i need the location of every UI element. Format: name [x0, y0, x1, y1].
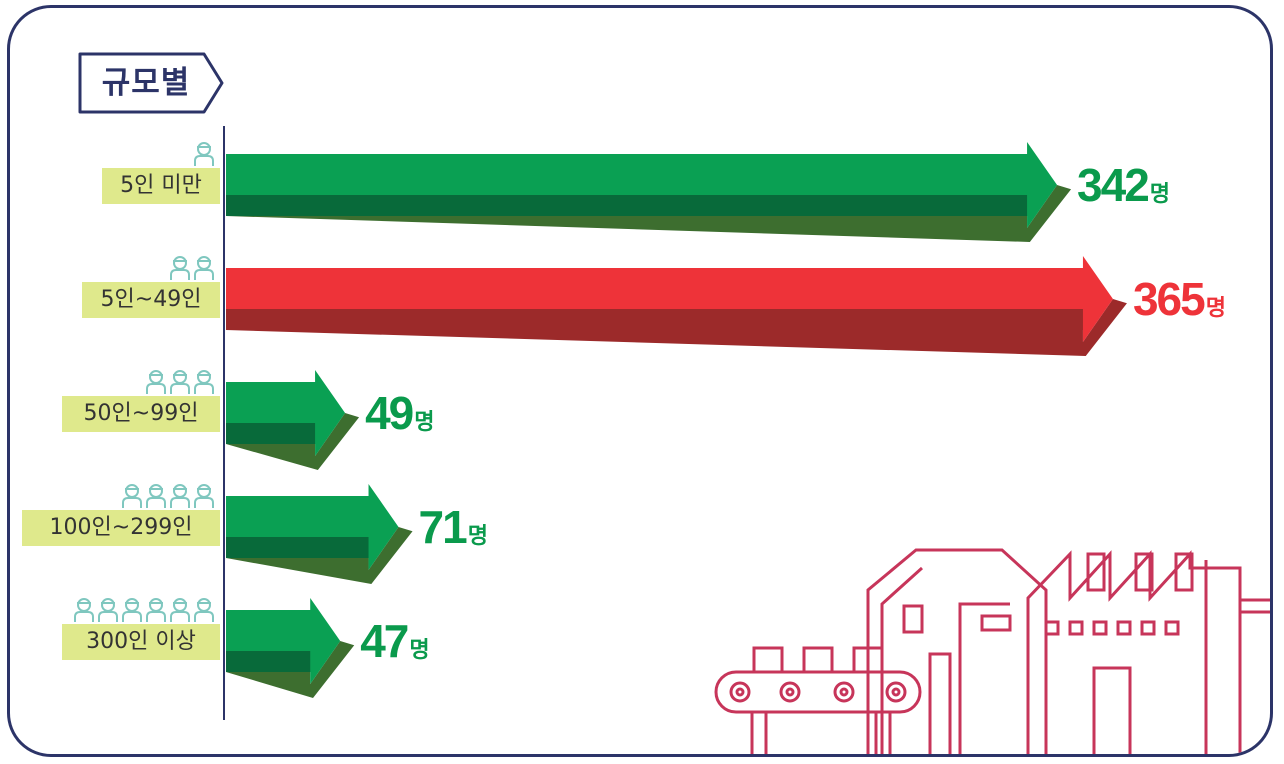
conveyor-roller-hub	[785, 687, 795, 697]
value-label: 342명	[1077, 158, 1170, 212]
bar-lower-band	[226, 651, 311, 672]
value-label: 365명	[1133, 272, 1226, 326]
factory-building-right	[1026, 550, 1242, 754]
category-label: 300인 이상	[62, 624, 220, 660]
value-unit: 명	[409, 637, 430, 662]
factory-window	[1044, 620, 1060, 636]
bar-lower-band	[226, 195, 1028, 216]
conveyor-roller-hub	[735, 687, 745, 697]
section-title-tab: 규모별	[76, 50, 231, 116]
person-icon	[98, 598, 118, 622]
category-label: 100인~299인	[22, 510, 220, 546]
value-unit: 명	[414, 409, 435, 434]
factory-door-post	[928, 652, 952, 754]
person-icon	[170, 370, 190, 394]
value-label: 71명	[419, 500, 488, 554]
bar-shadow	[226, 641, 355, 698]
conveyor-box	[802, 646, 834, 674]
factory-door	[1092, 666, 1132, 754]
bar-chart	[74, 126, 1270, 754]
factory-window	[1092, 620, 1108, 636]
factory-illustration	[714, 548, 1270, 754]
factory-window	[1068, 620, 1084, 636]
bar-shadow	[226, 413, 360, 470]
bar-arrow	[226, 598, 355, 698]
bar-arrow	[226, 370, 360, 470]
value-number: 365	[1132, 273, 1206, 325]
value-number: 342	[1077, 159, 1150, 211]
factory-building-wall	[958, 602, 1010, 754]
person-icon	[74, 598, 94, 622]
bar-lower-band	[226, 309, 1083, 330]
conveyor-roller-icon	[885, 681, 907, 703]
section-title: 규모별	[101, 65, 191, 101]
bar-arrow	[226, 142, 1072, 242]
bar-shadow	[226, 299, 1127, 356]
person-icon	[170, 256, 190, 280]
factory-chimney	[1134, 552, 1154, 592]
value-label: 47명	[360, 614, 429, 668]
person-icon	[194, 142, 214, 166]
bar-arrow	[226, 484, 413, 584]
conveyor-roller-hub	[839, 687, 849, 697]
conveyor-box	[752, 646, 784, 674]
bar-arrow	[226, 256, 1127, 356]
factory-chimney	[1086, 552, 1106, 592]
value-unit: 명	[467, 523, 488, 548]
category-label: 5인 미만	[102, 168, 220, 204]
infographic-frame: 규모별	[7, 5, 1273, 757]
factory-pipe	[1240, 598, 1270, 614]
value-unit: 명	[1149, 181, 1171, 206]
category-label: 5인~49인	[82, 282, 220, 318]
value-number: 47	[360, 615, 409, 667]
category-label: 50인~99인	[62, 396, 220, 432]
person-icon	[194, 256, 214, 280]
conveyor-belt	[714, 670, 922, 714]
bar-shadow	[226, 185, 1072, 242]
bars-group	[74, 142, 1127, 698]
value-number: 49	[365, 387, 414, 439]
factory-building-left	[866, 548, 1048, 754]
factory-window	[902, 604, 924, 634]
factory-window	[980, 614, 1012, 632]
value-unit: 명	[1205, 295, 1226, 320]
bar-shadow	[226, 527, 413, 584]
bar-lower-band	[226, 423, 316, 444]
value-number: 71	[418, 501, 468, 553]
factory-window	[1140, 620, 1156, 636]
factory-window	[1116, 620, 1132, 636]
bar-lower-band	[226, 537, 369, 558]
conveyor-roller-icon	[779, 681, 801, 703]
person-icon	[170, 484, 190, 508]
person-icon	[122, 484, 142, 508]
conveyor-roller-hub	[891, 687, 901, 697]
conveyor-roller-icon	[833, 681, 855, 703]
person-icon	[146, 598, 166, 622]
person-icon	[146, 370, 166, 394]
factory-building-left-inner	[880, 566, 924, 754]
factory-window	[1164, 620, 1180, 636]
person-icon	[194, 484, 214, 508]
person-icon	[122, 598, 142, 622]
person-icon	[146, 484, 166, 508]
title-tab-shape	[78, 52, 224, 114]
value-label: 49명	[365, 386, 434, 440]
factory-chimney	[1174, 552, 1194, 592]
person-icon	[170, 598, 190, 622]
person-icon	[194, 598, 214, 622]
conveyor-roller-icon	[729, 681, 751, 703]
person-icon	[194, 370, 214, 394]
